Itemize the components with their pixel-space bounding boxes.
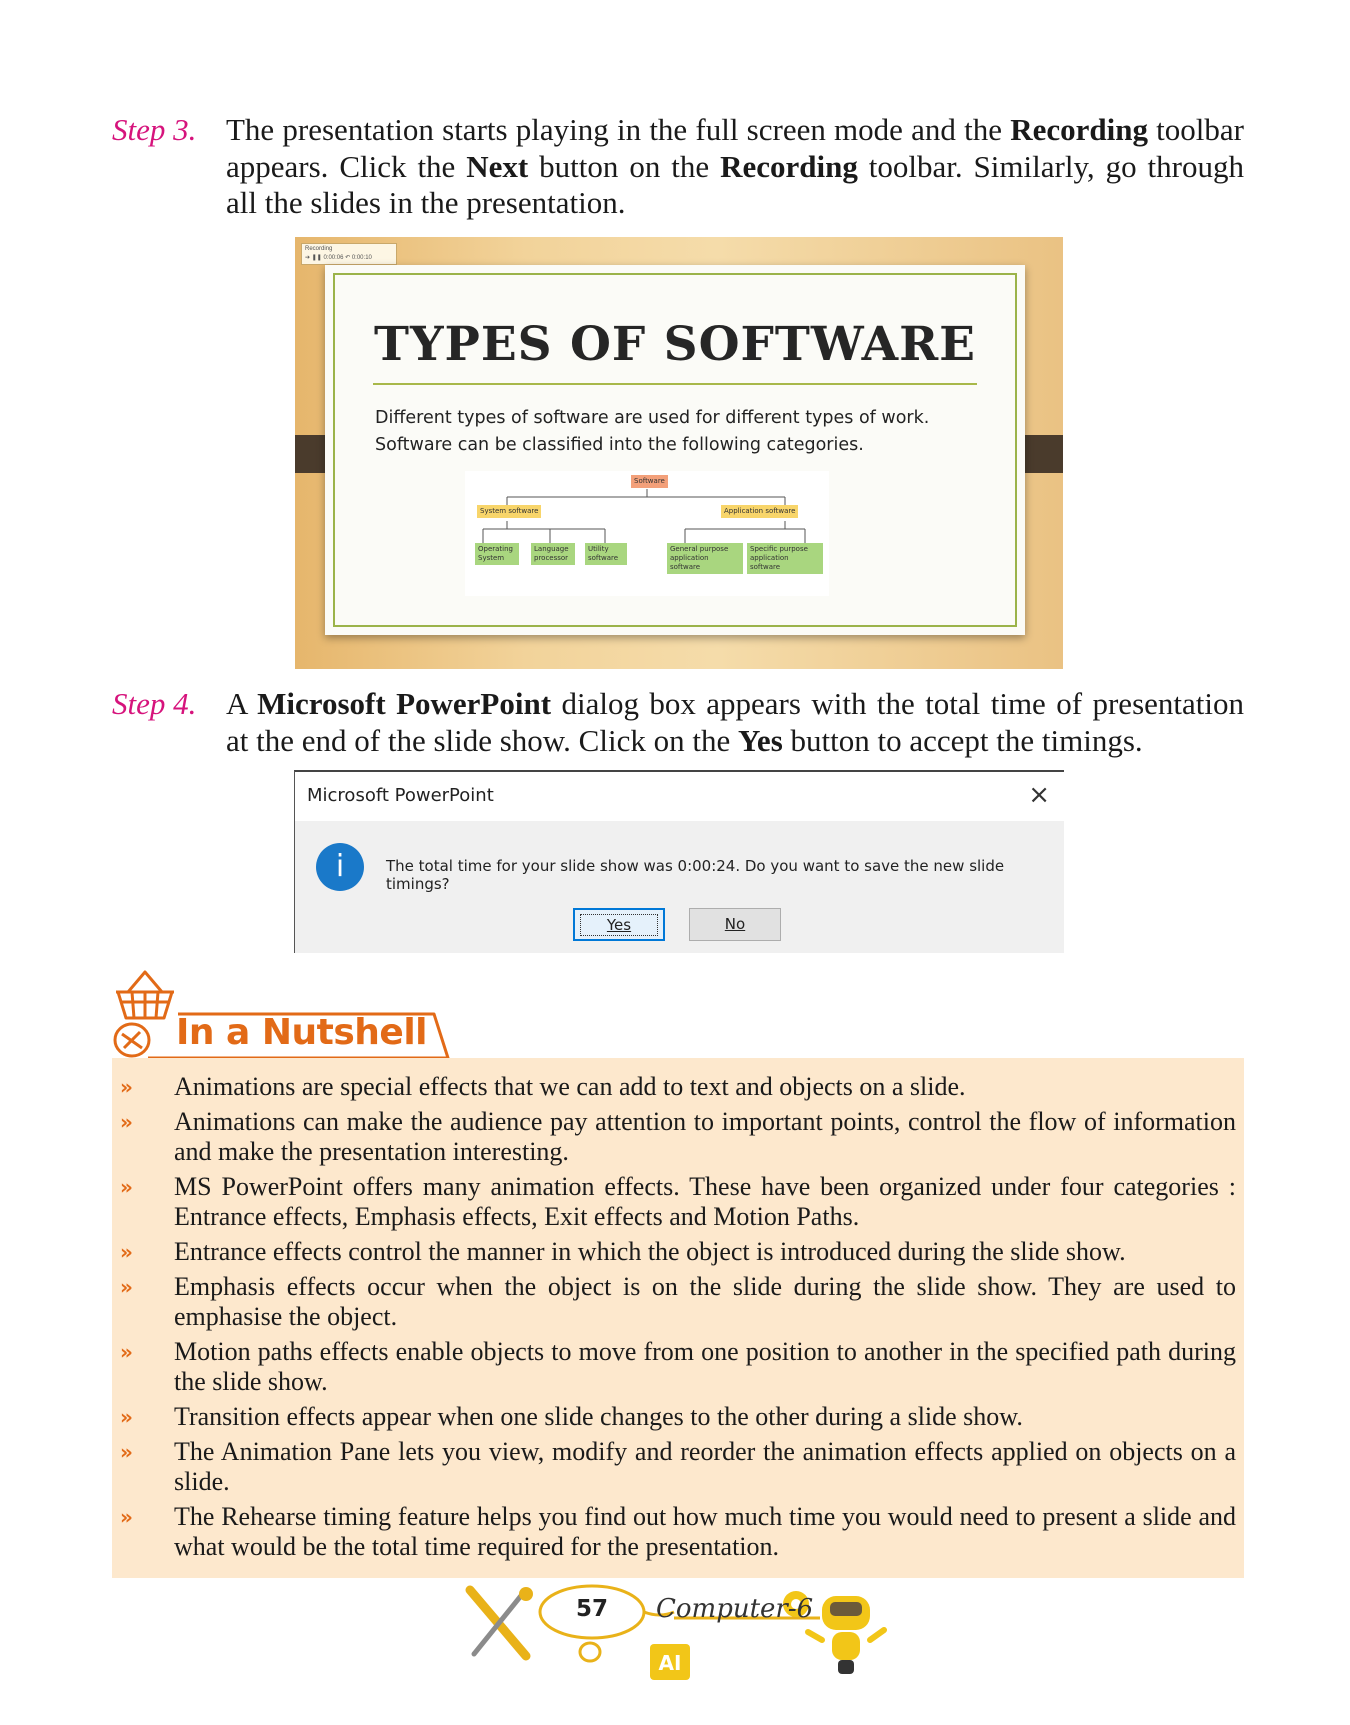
no-button[interactable]: No (689, 908, 781, 941)
tree-connectors (482, 489, 806, 543)
dialog-message: The total time for your slide show was 0… (386, 857, 1005, 893)
slide-card: TYPES OF SOFTWARE Different types of sof… (325, 265, 1025, 635)
bullet-icon: » (120, 1505, 133, 1529)
yes-button[interactable]: Yes (573, 908, 665, 941)
next-icon[interactable]: ➔ (305, 255, 311, 261)
slide-body-line-1: Different types of software are used for… (375, 408, 930, 428)
recording-toolbar-controls: ➔ ❚❚ 0:00:06 ↶ 0:00:10 (305, 254, 393, 263)
tree-node-software: Software (631, 475, 668, 488)
book-name: Computer-6 (656, 1594, 814, 1624)
list-item: » The Rehearse timing feature helps you f… (120, 1502, 1236, 1561)
tree-node-specific-purpose: Specific purpose application software (747, 543, 823, 574)
step-4-label: Step 4. (112, 686, 197, 721)
bullet-icon: » (120, 1405, 133, 1429)
list-item: » MS PowerPoint offers many animation eff… (120, 1172, 1236, 1231)
recording-time-total: 0:00:10 (351, 255, 372, 261)
close-icon[interactable]: × (1028, 780, 1050, 810)
tree-node-application-software: Application software (721, 505, 799, 518)
page-number: 57 (576, 1596, 609, 1622)
powerpoint-dialog: Microsoft PowerPoint × i The total time … (294, 770, 1064, 953)
page-footer: AI 57 Computer-6 (460, 1582, 900, 1682)
list-item: » Transition effects appear when one slid… (120, 1402, 1023, 1431)
software-tree-diagram: Software System software Application sof… (465, 471, 829, 596)
nutshell-title: In a Nutshell (176, 1012, 428, 1053)
step-4: Step 4. A Microsoft PowerPoint dialog bo… (112, 686, 1244, 759)
recording-toolbar-label: Recording (305, 246, 333, 252)
bullet-icon: » (120, 1275, 133, 1299)
dialog-titlebar: Microsoft PowerPoint × (295, 772, 1064, 821)
step-4-text: A Microsoft PowerPoint dialog box appear… (226, 686, 1244, 758)
tree-node-general-purpose: General purpose application software (667, 543, 743, 574)
nutshell-header: In a Nutshell (112, 962, 452, 1062)
bullet-icon: » (120, 1075, 133, 1099)
info-icon: i (316, 843, 364, 891)
list-item: » Motion paths effects enable objects to … (120, 1337, 1236, 1396)
tree-node-system-software: System software (477, 505, 542, 518)
slide-border (333, 273, 1017, 627)
bullet-icon: » (120, 1240, 133, 1264)
recording-time-slide: 0:00:06 (323, 255, 344, 261)
repeat-icon[interactable]: ↶ (345, 255, 351, 261)
list-item: » Animations are special effects that we … (120, 1072, 966, 1101)
footer-graphics: AI (465, 1584, 887, 1680)
step-3: Step 3. The presentation starts playing … (112, 112, 1244, 222)
slide-body: Different types of software are used for… (375, 405, 929, 459)
slide-title: TYPES OF SOFTWARE (373, 317, 977, 372)
list-item: » Animations can make the audience pay at… (120, 1107, 1236, 1166)
gear-icon (783, 1591, 809, 1617)
no-button-label: No (724, 915, 746, 933)
yes-button-label: Yes (579, 914, 659, 936)
slide-screenshot: Recording ➔ ❚❚ 0:00:06 ↶ 0:00:10 TYPES O… (295, 237, 1063, 669)
list-item: » Entrance effects control the manner in … (120, 1237, 1126, 1266)
list-item: » The Animation Pane lets you view, modif… (120, 1437, 1236, 1496)
ai-badge-text: AI (659, 1651, 682, 1675)
step-3-label: Step 3. (112, 112, 197, 147)
tree-node-language-processor: Language processor (531, 543, 575, 565)
tree-node-operating-system: Operating System (475, 543, 519, 565)
bullet-icon: » (120, 1110, 133, 1134)
pause-icon[interactable]: ❚❚ (311, 255, 322, 261)
nutshell-box: » Animations are special effects that we … (112, 1058, 1244, 1578)
bullet-icon: » (120, 1340, 133, 1364)
nutshell-list: » Animations are special effects that we … (112, 1072, 1236, 1567)
list-item: » Emphasis effects occur when the object … (120, 1272, 1236, 1331)
slide-divider (373, 383, 977, 385)
ai-chip-icon: AI (650, 1644, 690, 1680)
bullet-icon: » (120, 1440, 133, 1464)
step-3-text: The presentation starts playing in the f… (226, 112, 1244, 220)
bullet-icon: » (120, 1175, 133, 1199)
tools-icon (465, 1585, 533, 1661)
tree-node-utility-software: Utility software (585, 543, 627, 565)
robot-icon (805, 1596, 887, 1674)
recording-toolbar: Recording ➔ ❚❚ 0:00:06 ↶ 0:00:10 (301, 243, 397, 265)
slide-body-line-2: Software can be classified into the foll… (375, 435, 864, 455)
dialog-title: Microsoft PowerPoint (307, 785, 494, 806)
